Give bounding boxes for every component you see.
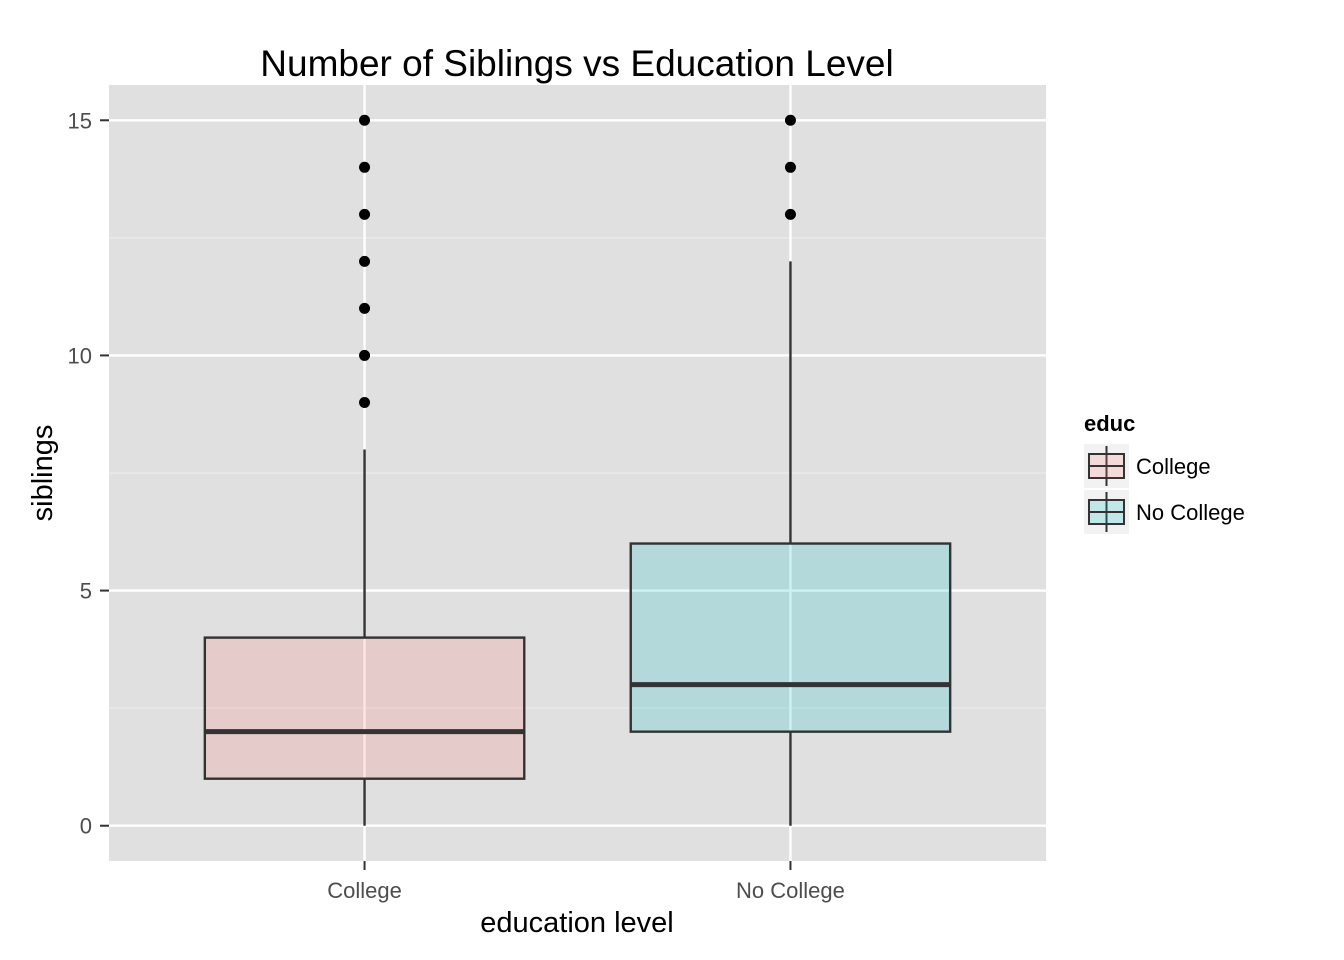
box-no-college [629, 114, 952, 826]
y-tick-label: 0 [80, 814, 92, 839]
y-tick-label: 5 [80, 579, 92, 604]
legend-title: educ [1084, 411, 1135, 436]
outlier-point [359, 349, 371, 361]
outlier-point [784, 208, 796, 220]
box-iqr [629, 542, 952, 733]
legend-label: College [1136, 454, 1211, 479]
y-tick-label: 15 [68, 108, 92, 133]
outlier-point [784, 114, 796, 126]
outlier-point [359, 255, 371, 267]
y-axis-title: siblings [27, 425, 59, 522]
outlier-point [359, 396, 371, 408]
outlier-point [784, 161, 796, 173]
legend: educ College No College [1084, 411, 1245, 534]
legend-label: No College [1136, 500, 1245, 525]
x-tick-label: College [327, 878, 402, 903]
outlier-point [359, 114, 371, 126]
legend-item-no-college: No College [1084, 490, 1245, 534]
boxes [203, 114, 952, 826]
outlier-point [359, 161, 371, 173]
chart-title: Number of Siblings vs Education Level [260, 43, 893, 84]
x-tick-label: No College [736, 878, 845, 903]
x-axis-title: education level [480, 907, 673, 939]
outlier-point [359, 302, 371, 314]
legend-item-college: College [1084, 444, 1211, 488]
y-tick-label: 10 [68, 343, 92, 368]
box-college [203, 114, 526, 826]
x-axis: College No College [327, 861, 845, 903]
y-axis: 0 5 10 15 [68, 108, 109, 839]
box-iqr [203, 636, 526, 780]
outlier-point [359, 208, 371, 220]
